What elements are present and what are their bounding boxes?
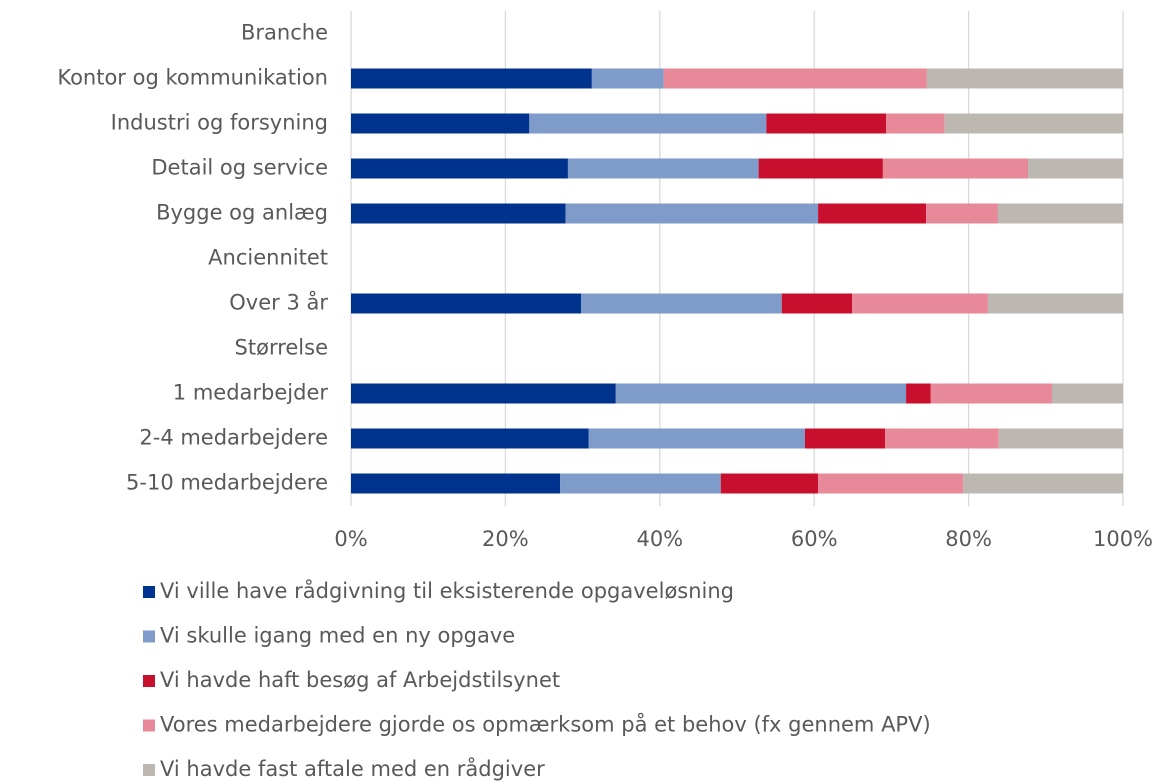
bar-segment: [720, 473, 819, 494]
bar-segment: [581, 293, 782, 314]
bar-segment: [591, 68, 664, 89]
legend-swatch: [143, 586, 155, 598]
y-tick-label: Detail og service: [151, 156, 328, 180]
bar-segment: [560, 473, 721, 494]
bar-segment: [351, 293, 582, 314]
legend-label: Vi ville have rådgivning til eksisterend…: [160, 578, 734, 603]
bar-segment: [930, 383, 1052, 404]
bar-segment: [758, 158, 883, 179]
bar-segment: [963, 473, 1123, 494]
bar-segment: [351, 113, 530, 134]
legend-label: Vi havde haft besøg af Arbejdstilsynet: [160, 668, 560, 692]
legend-swatch: [143, 675, 155, 687]
legend-swatch: [143, 764, 155, 776]
bar-segment: [781, 293, 853, 314]
bar-segment: [852, 293, 988, 314]
bar-segment: [351, 68, 592, 89]
bar-segment: [818, 203, 927, 224]
y-tick-label: Anciennitet: [208, 246, 328, 270]
bar-segment: [565, 203, 819, 224]
bar-segment: [567, 158, 759, 179]
bar-segment: [926, 203, 998, 224]
bar-segment: [804, 428, 886, 449]
y-tick-label: Bygge og anlæg: [156, 201, 328, 225]
bar-segment: [615, 383, 907, 404]
y-tick-label: Industri og forsyning: [111, 111, 328, 135]
y-tick-label: 2-4 medarbejdere: [139, 426, 328, 450]
x-tick-label: 40%: [636, 527, 683, 551]
y-tick-label: Kontor og kommunikation: [57, 66, 328, 90]
bar-segment: [926, 68, 1123, 89]
bar-segment: [987, 293, 1123, 314]
y-tick-label: Over 3 år: [229, 290, 328, 315]
x-tick-label: 60%: [791, 527, 838, 551]
y-tick-label: 5-10 medarbejdere: [126, 471, 328, 495]
bar-segment: [885, 113, 945, 134]
bar-segment: [663, 68, 927, 89]
legend-swatch: [143, 719, 155, 732]
legend-label: Vi skulle igang med en ny opgave: [160, 624, 515, 648]
bar-segment: [766, 113, 886, 134]
bar-segment: [882, 158, 1029, 179]
legend-label: Vi havde fast aftale med en rådgiver: [160, 756, 545, 781]
bar-segment: [944, 113, 1123, 134]
x-tick-label: 0%: [334, 527, 367, 551]
bar-segment: [1051, 383, 1123, 404]
bar-segment: [351, 203, 566, 224]
y-tick-label: 1 medarbejder: [173, 381, 329, 405]
bar-segment: [588, 428, 805, 449]
bar-segment: [351, 158, 568, 179]
legend-swatch: [143, 630, 155, 643]
bar-segment: [351, 473, 561, 494]
bar-segment: [906, 383, 931, 404]
bar-segment: [885, 428, 999, 449]
bar-segment: [351, 383, 616, 404]
bar-segment: [1028, 158, 1123, 179]
bar-segment: [351, 428, 589, 449]
y-tick-label: Branche: [241, 21, 328, 45]
legend-label: Vores medarbejdere gjorde os opmærksom p…: [160, 712, 931, 737]
bar-segment: [818, 473, 964, 494]
x-tick-label: 100%: [1093, 527, 1153, 551]
x-tick-label: 80%: [945, 527, 992, 551]
bar-segment: [997, 203, 1123, 224]
y-tick-label: Størrelse: [235, 336, 328, 360]
bar-segment: [529, 113, 767, 134]
x-tick-label: 20%: [482, 527, 529, 551]
bar-segment: [998, 428, 1123, 449]
